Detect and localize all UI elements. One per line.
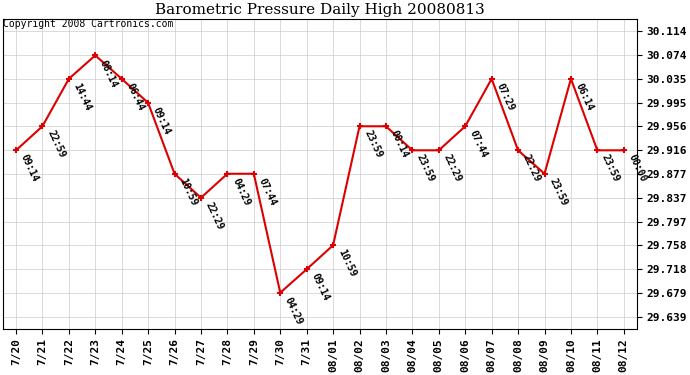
Text: 23:59: 23:59 — [600, 153, 622, 184]
Text: 22:29: 22:29 — [521, 153, 542, 184]
Text: 00:14: 00:14 — [388, 129, 411, 160]
Text: 00:00: 00:00 — [627, 153, 648, 184]
Text: 09:14: 09:14 — [309, 272, 331, 303]
Text: 06:44: 06:44 — [124, 82, 146, 112]
Text: 04:29: 04:29 — [230, 177, 252, 207]
Text: 23:59: 23:59 — [547, 177, 569, 207]
Title: Barometric Pressure Daily High 20080813: Barometric Pressure Daily High 20080813 — [155, 3, 485, 17]
Text: 22:29: 22:29 — [204, 201, 225, 231]
Text: 09:14: 09:14 — [151, 106, 172, 136]
Text: 07:29: 07:29 — [495, 82, 516, 112]
Text: 09:14: 09:14 — [19, 153, 40, 184]
Text: 14:44: 14:44 — [72, 82, 93, 112]
Text: 23:59: 23:59 — [415, 153, 437, 184]
Text: 08:14: 08:14 — [98, 58, 119, 89]
Text: 10:59: 10:59 — [336, 248, 357, 279]
Text: 22:29: 22:29 — [442, 153, 463, 184]
Text: 10:59: 10:59 — [177, 177, 199, 207]
Text: 07:44: 07:44 — [257, 177, 278, 207]
Text: 06:14: 06:14 — [573, 82, 595, 112]
Text: Copyright 2008 Cartronics.com: Copyright 2008 Cartronics.com — [3, 20, 173, 29]
Text: 04:29: 04:29 — [283, 296, 304, 326]
Text: 07:44: 07:44 — [468, 129, 489, 160]
Text: 22:59: 22:59 — [45, 129, 67, 160]
Text: 23:59: 23:59 — [362, 129, 384, 160]
